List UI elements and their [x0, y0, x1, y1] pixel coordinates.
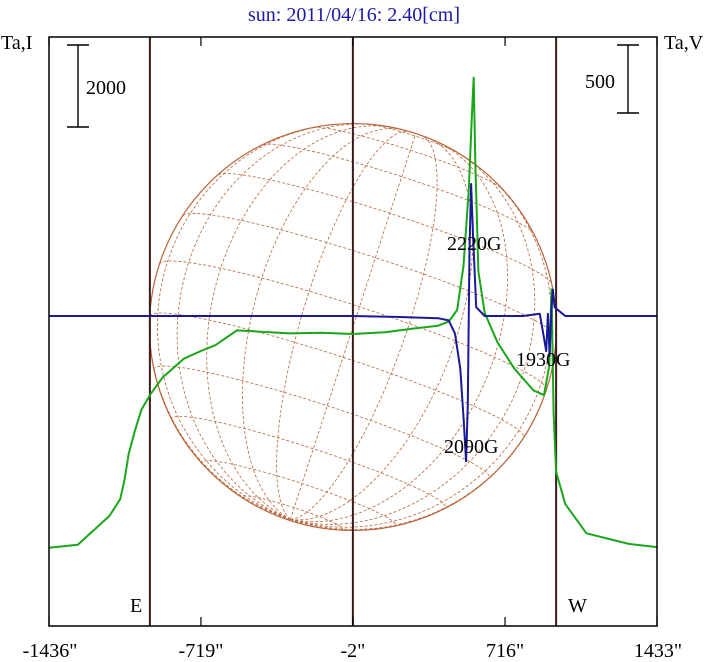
x-tick-label: -1436" — [23, 640, 78, 662]
disk-grid-meridian — [276, 130, 408, 520]
disk-grid-parallel — [262, 143, 534, 233]
disk-grid-meridian — [156, 124, 335, 520]
disk-grid-parallel — [182, 212, 557, 337]
disk-grid-meridian — [290, 173, 553, 528]
right-scale-label: 500 — [585, 71, 615, 93]
right-axis-label: Ta,V — [664, 32, 704, 54]
disk-grid-meridian — [242, 128, 401, 520]
right-scale-bar — [617, 44, 639, 114]
vertical-reference-lines — [148, 37, 558, 626]
annotation-2220G: 2220G — [447, 233, 501, 255]
disk-grid-parallel — [171, 416, 447, 510]
series-group — [48, 76, 658, 549]
x-tick-label: -719" — [179, 640, 224, 662]
x-tick-label: 716" — [486, 640, 524, 662]
disk-grid-meridian — [290, 141, 509, 523]
left-scale-label: 2000 — [86, 77, 126, 99]
plot-area: -1436" -719" -2" 716" 1433" 2000 500 E W 222… — [23, 36, 682, 662]
left-axis-label: Ta,I — [1, 32, 32, 54]
x-tick-label: -2" — [340, 640, 365, 662]
west-limb-label: W — [568, 595, 587, 617]
series-line-V — [49, 183, 657, 463]
disk-grid-meridian — [290, 389, 547, 530]
disk-grid-parallel — [159, 260, 547, 390]
disk-grid-parallel — [368, 123, 460, 155]
east-limb-label: E — [130, 595, 142, 617]
annotation-1930G: 1930G — [516, 349, 570, 371]
x-tick-label: 1433" — [634, 640, 682, 662]
annotation-2090G: 2090G — [444, 436, 498, 458]
chart-title: sun: 2011/04/16: 2.40[cm] — [248, 4, 460, 26]
disk-grid-meridian — [290, 138, 474, 521]
left-scale-bar — [67, 44, 89, 128]
x-axis-ticks: -1436" -719" -2" 716" 1433" — [23, 37, 682, 662]
disk-grid-parallel — [313, 126, 503, 190]
disk-grid-meridian — [206, 125, 395, 520]
disk-grid-meridian — [290, 147, 536, 525]
disk-grid-meridian — [176, 123, 380, 520]
disk-grid-parallel — [153, 365, 490, 479]
